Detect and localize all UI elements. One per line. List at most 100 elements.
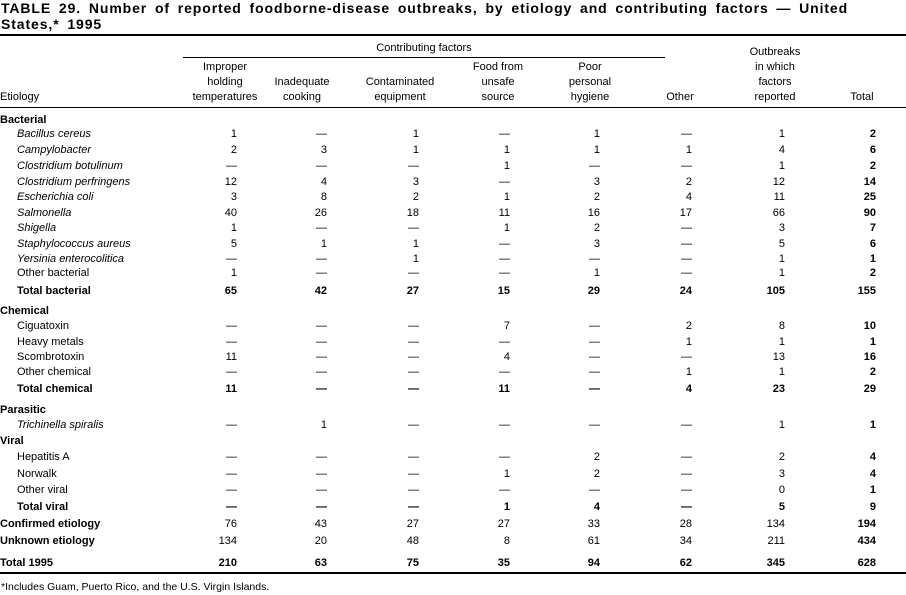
table-row: Unknown etiology 134 20 48 8 61 34 211 434 bbox=[0, 533, 906, 549]
table-cell: 1 bbox=[320, 419, 327, 431]
table-cell: — bbox=[589, 484, 600, 496]
table-cell: — bbox=[226, 336, 237, 348]
table-cell: 1 bbox=[412, 144, 419, 156]
table-cell: — bbox=[499, 176, 510, 188]
table-cell: 1 bbox=[778, 160, 785, 172]
table-cell: — bbox=[408, 336, 419, 348]
table-cell: 6 bbox=[869, 238, 876, 250]
table-cell: — bbox=[408, 419, 419, 431]
table-cell: 11 bbox=[225, 383, 237, 395]
table-cell: — bbox=[499, 336, 510, 348]
table-cell: 25 bbox=[863, 191, 876, 203]
table-cell: 4 bbox=[778, 144, 785, 156]
column-header-line: Poor bbox=[578, 61, 602, 73]
table-cell: 1 bbox=[230, 128, 237, 140]
row-label: Bacillus cereus bbox=[17, 128, 91, 140]
table-cell: — bbox=[316, 366, 327, 378]
table-cell: 7 bbox=[869, 222, 876, 234]
table-cell: 17 bbox=[679, 207, 692, 219]
table-cell: 13 bbox=[772, 351, 785, 363]
column-header-line: equipment bbox=[374, 91, 426, 103]
column-header-line: Total bbox=[850, 91, 874, 103]
column-header-line: Outbreaks bbox=[749, 46, 801, 58]
table-cell: — bbox=[589, 320, 600, 332]
table-cell: 3 bbox=[593, 176, 600, 188]
table-cell: 2 bbox=[412, 191, 419, 203]
table-cell: — bbox=[316, 267, 327, 279]
table-cell: 1 bbox=[412, 128, 419, 140]
table-cell: 2 bbox=[778, 451, 785, 463]
table-cell: 1 bbox=[230, 267, 237, 279]
table-cell: 12 bbox=[772, 176, 785, 188]
table-cell: 1 bbox=[230, 222, 237, 234]
table-cell: — bbox=[316, 451, 327, 463]
table-cell: — bbox=[681, 253, 692, 265]
row-label: Trichinella spiralis bbox=[17, 419, 104, 431]
table-cell: — bbox=[316, 160, 327, 172]
table-cell: — bbox=[226, 419, 237, 431]
table-cell: 75 bbox=[406, 557, 419, 569]
contributing-factors-header: Contributing factors bbox=[376, 42, 472, 54]
table-cell: 4 bbox=[869, 468, 876, 480]
table-cell: 27 bbox=[497, 518, 510, 530]
table-cell: — bbox=[408, 351, 419, 363]
table-cell: 1 bbox=[869, 336, 876, 348]
table-cell: 2 bbox=[869, 160, 876, 172]
table-cell: — bbox=[408, 222, 419, 234]
table-cell: 1 bbox=[778, 267, 785, 279]
table-cell: — bbox=[408, 501, 419, 513]
table-cell: 1 bbox=[685, 366, 692, 378]
table-cell: 2 bbox=[685, 320, 692, 332]
table-row: Clostridium perfringens 12 4 3 — 3 2 12 14 bbox=[0, 174, 906, 190]
table-cell: 7 bbox=[503, 320, 510, 332]
column-header: Improper holding temperatures bbox=[175, 60, 275, 105]
table-cell: 65 bbox=[224, 285, 237, 297]
table-cell: 40 bbox=[224, 207, 237, 219]
table-row: Yersinia enterocolitica — — 1 — — — 1 1 bbox=[0, 251, 906, 267]
table-cell: — bbox=[408, 160, 419, 172]
column-header-line: Inadequate bbox=[274, 76, 330, 88]
table-cell: 4 bbox=[869, 451, 876, 463]
table-cell: 76 bbox=[224, 518, 237, 530]
table-cell: 8 bbox=[778, 320, 785, 332]
row-label: Shigella bbox=[17, 222, 57, 234]
table-cell: — bbox=[408, 383, 419, 395]
table-cell: 1 bbox=[503, 160, 510, 172]
row-label: Chemical bbox=[0, 305, 49, 317]
table-cell: 14 bbox=[863, 176, 876, 188]
table-cell: 8 bbox=[320, 191, 327, 203]
table-cell: — bbox=[316, 253, 327, 265]
table-cell: — bbox=[316, 468, 327, 480]
table-row: Bacterial bbox=[0, 112, 906, 128]
table-cell: — bbox=[499, 253, 510, 265]
column-header-line: factors bbox=[758, 76, 792, 88]
table-cell: — bbox=[589, 160, 600, 172]
table-cell: 2 bbox=[685, 176, 692, 188]
table-cell: — bbox=[681, 419, 692, 431]
table-cell: — bbox=[226, 501, 237, 513]
table-cell: 34 bbox=[679, 535, 692, 547]
table-row: Total 1995 210 63 75 35 94 62 345 628 bbox=[0, 555, 906, 571]
table-cell: 2 bbox=[230, 144, 237, 156]
table-cell: 63 bbox=[314, 557, 327, 569]
table-cell: — bbox=[226, 320, 237, 332]
table-cell: 27 bbox=[406, 285, 419, 297]
table-row: Trichinella spiralis — 1 — — — — 1 1 bbox=[0, 417, 906, 433]
column-header-line: cooking bbox=[283, 91, 321, 103]
row-label: Staphylococcus aureus bbox=[17, 238, 131, 250]
table-row: Other chemical — — — — — 1 1 2 bbox=[0, 364, 906, 380]
table-cell: 1 bbox=[778, 253, 785, 265]
table-row: Viral bbox=[0, 433, 906, 449]
table-cell: 628 bbox=[857, 557, 876, 569]
table-cell: 3 bbox=[412, 176, 419, 188]
table-cell: — bbox=[499, 451, 510, 463]
table-cell: — bbox=[226, 160, 237, 172]
column-header-line: Contaminated bbox=[365, 76, 435, 88]
table-cell: 4 bbox=[503, 351, 510, 363]
row-label: Escherichia coli bbox=[17, 191, 94, 203]
table-cell: 1 bbox=[869, 253, 876, 265]
row-label: Other chemical bbox=[17, 366, 91, 378]
column-header-line: holding bbox=[207, 76, 243, 88]
row-label: Bacterial bbox=[0, 114, 47, 126]
